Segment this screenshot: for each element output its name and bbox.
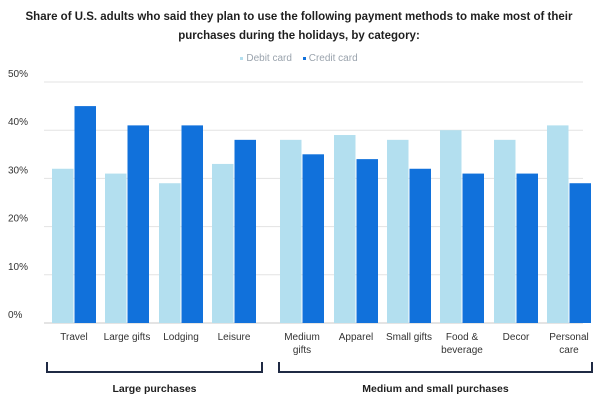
- bar-debit: [547, 125, 569, 323]
- bar-credit: [302, 154, 324, 323]
- group-label: Medium and small purchases: [362, 383, 509, 395]
- bar-credit: [181, 125, 203, 323]
- x-tick-label: Personal: [549, 332, 588, 343]
- group-label: Large purchases: [112, 383, 196, 395]
- bar-credit: [234, 139, 256, 323]
- x-tick-label: Decor: [503, 332, 530, 343]
- chart-title: Share of U.S. adults who said they plan …: [25, 11, 573, 42]
- bar-credit: [516, 173, 538, 323]
- group-bracket: [278, 362, 593, 373]
- y-tick-label: 10%: [8, 262, 28, 273]
- x-tick-label: Travel: [60, 332, 87, 343]
- bar-debit: [105, 173, 127, 323]
- bar-debit: [159, 183, 181, 323]
- bar-debit: [387, 139, 409, 323]
- bar-credit: [356, 159, 378, 323]
- x-tick-label: care: [559, 345, 579, 356]
- x-tick-label: Food &: [446, 332, 479, 343]
- legend-item-debit: Debit card: [240, 53, 292, 64]
- legend-swatch-debit: [240, 56, 244, 60]
- bar-credit: [462, 173, 484, 323]
- x-tick-label: Small gifts: [386, 332, 432, 343]
- legend-item-credit: Credit card: [302, 53, 358, 64]
- legend-label-debit: Debit card: [246, 53, 292, 64]
- x-tick-label: beverage: [441, 345, 483, 356]
- bar-credit: [127, 125, 149, 323]
- bar-debit: [212, 163, 234, 323]
- x-tick-label: Leisure: [218, 332, 251, 343]
- bar-debit: [440, 130, 462, 323]
- bar-credit: [569, 183, 591, 323]
- bar-credit: [409, 168, 431, 323]
- x-tick-label: Apparel: [339, 332, 373, 343]
- chart-legend: Debit card Credit card: [0, 53, 598, 64]
- bar-debit: [52, 168, 74, 323]
- x-tick-label: Medium: [284, 332, 320, 343]
- bar-debit: [334, 135, 356, 323]
- x-tick-label: Lodging: [163, 332, 199, 343]
- legend-swatch-credit: [302, 56, 306, 60]
- y-tick-label: 40%: [8, 117, 28, 128]
- y-tick-label: 0%: [8, 310, 23, 321]
- y-tick-label: 30%: [8, 165, 28, 176]
- legend-label-credit: Credit card: [308, 53, 358, 64]
- bar-debit: [280, 139, 302, 323]
- bar-debit: [494, 139, 516, 323]
- x-tick-label: Large gifts: [104, 332, 151, 343]
- group-bracket: [46, 362, 263, 373]
- bar-credit: [74, 106, 96, 323]
- x-tick-label: gifts: [293, 345, 311, 356]
- y-tick-label: 20%: [8, 214, 28, 225]
- y-tick-label: 50%: [8, 69, 28, 80]
